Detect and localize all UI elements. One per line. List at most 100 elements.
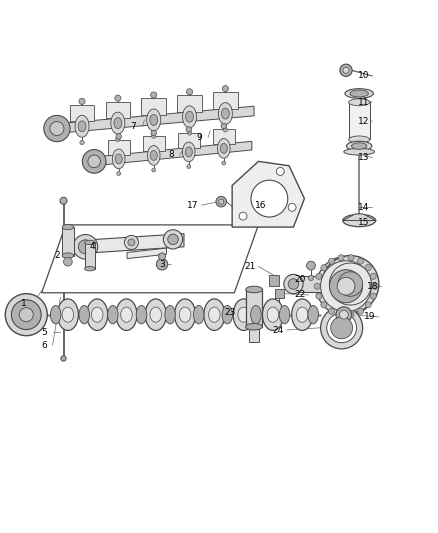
Circle shape bbox=[321, 302, 327, 308]
Ellipse shape bbox=[292, 299, 313, 330]
Text: 5: 5 bbox=[41, 328, 47, 337]
Circle shape bbox=[251, 180, 288, 217]
Circle shape bbox=[78, 240, 92, 254]
Ellipse shape bbox=[150, 307, 162, 322]
Text: 22: 22 bbox=[294, 290, 306, 300]
Circle shape bbox=[80, 140, 84, 144]
Text: 10: 10 bbox=[358, 71, 369, 80]
Circle shape bbox=[284, 274, 303, 294]
Text: 7: 7 bbox=[131, 122, 137, 131]
Ellipse shape bbox=[222, 108, 230, 119]
Text: 17: 17 bbox=[187, 201, 198, 209]
Ellipse shape bbox=[78, 121, 86, 132]
Text: 15: 15 bbox=[358, 218, 369, 227]
Circle shape bbox=[88, 155, 100, 168]
Bar bbox=[62, 227, 74, 255]
Ellipse shape bbox=[179, 307, 191, 322]
Circle shape bbox=[219, 199, 224, 204]
Ellipse shape bbox=[343, 214, 376, 227]
Text: 9: 9 bbox=[196, 133, 202, 142]
Ellipse shape bbox=[150, 115, 158, 125]
Ellipse shape bbox=[186, 111, 194, 122]
Circle shape bbox=[116, 137, 120, 141]
Text: 19: 19 bbox=[364, 312, 376, 321]
Circle shape bbox=[338, 272, 363, 296]
Circle shape bbox=[316, 273, 322, 279]
Circle shape bbox=[316, 256, 376, 316]
Text: 8: 8 bbox=[168, 150, 174, 159]
Circle shape bbox=[339, 310, 348, 319]
Ellipse shape bbox=[204, 299, 225, 330]
Ellipse shape bbox=[174, 299, 195, 330]
Circle shape bbox=[116, 134, 121, 139]
Circle shape bbox=[322, 255, 379, 312]
Ellipse shape bbox=[246, 324, 262, 330]
Circle shape bbox=[288, 204, 296, 211]
Circle shape bbox=[365, 302, 371, 308]
Circle shape bbox=[288, 279, 299, 289]
Circle shape bbox=[331, 317, 353, 339]
Text: 20: 20 bbox=[294, 275, 306, 284]
Circle shape bbox=[50, 122, 64, 135]
Circle shape bbox=[152, 134, 156, 139]
Bar bbox=[246, 289, 262, 327]
Ellipse shape bbox=[194, 305, 204, 324]
Ellipse shape bbox=[85, 240, 95, 245]
Circle shape bbox=[64, 257, 72, 266]
Ellipse shape bbox=[279, 305, 290, 324]
Text: 4: 4 bbox=[89, 243, 95, 251]
Bar bbox=[249, 325, 259, 342]
Circle shape bbox=[117, 172, 121, 175]
Ellipse shape bbox=[345, 88, 373, 98]
Circle shape bbox=[168, 234, 178, 245]
Text: 18: 18 bbox=[367, 282, 378, 290]
Circle shape bbox=[321, 264, 327, 271]
Ellipse shape bbox=[218, 139, 230, 158]
Ellipse shape bbox=[79, 305, 89, 324]
Circle shape bbox=[357, 258, 364, 264]
Bar bbox=[85, 243, 95, 269]
Polygon shape bbox=[178, 133, 200, 148]
Polygon shape bbox=[232, 161, 304, 227]
Polygon shape bbox=[108, 140, 130, 155]
Circle shape bbox=[328, 258, 335, 264]
Circle shape bbox=[336, 307, 352, 322]
Text: 3: 3 bbox=[159, 260, 165, 269]
Circle shape bbox=[152, 168, 156, 172]
Text: 16: 16 bbox=[255, 201, 266, 209]
Circle shape bbox=[11, 300, 41, 329]
Circle shape bbox=[357, 308, 364, 314]
Circle shape bbox=[115, 95, 121, 101]
Ellipse shape bbox=[136, 305, 147, 324]
Circle shape bbox=[308, 275, 314, 280]
Circle shape bbox=[60, 197, 67, 204]
Polygon shape bbox=[106, 102, 130, 118]
Polygon shape bbox=[213, 129, 235, 144]
Circle shape bbox=[276, 167, 284, 175]
Bar bbox=[275, 289, 284, 298]
Text: 24: 24 bbox=[272, 326, 284, 335]
Circle shape bbox=[187, 131, 192, 135]
Text: 6: 6 bbox=[41, 341, 47, 350]
Ellipse shape bbox=[351, 143, 367, 149]
Text: 12: 12 bbox=[358, 117, 369, 126]
Text: 11: 11 bbox=[358, 98, 369, 107]
Ellipse shape bbox=[183, 142, 195, 162]
Ellipse shape bbox=[251, 305, 261, 324]
Circle shape bbox=[343, 67, 349, 74]
Bar bbox=[269, 275, 279, 286]
Ellipse shape bbox=[62, 307, 74, 322]
Ellipse shape bbox=[87, 299, 108, 330]
Ellipse shape bbox=[50, 305, 61, 324]
Ellipse shape bbox=[246, 286, 262, 293]
Circle shape bbox=[239, 212, 247, 220]
Circle shape bbox=[5, 294, 47, 336]
Circle shape bbox=[222, 161, 226, 165]
Circle shape bbox=[156, 259, 168, 270]
Circle shape bbox=[159, 253, 166, 260]
Circle shape bbox=[316, 293, 322, 299]
Text: 13: 13 bbox=[358, 154, 369, 163]
Circle shape bbox=[307, 261, 315, 270]
Ellipse shape bbox=[92, 307, 103, 322]
Polygon shape bbox=[127, 248, 166, 259]
